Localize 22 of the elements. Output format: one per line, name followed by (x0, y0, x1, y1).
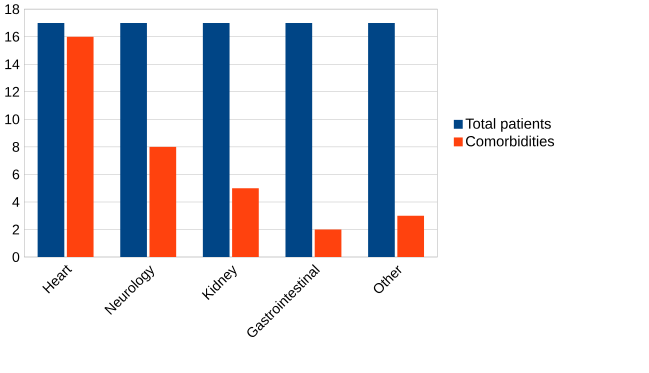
y-tick-label: 6 (12, 169, 20, 180)
y-tick-label: 18 (5, 4, 20, 14)
y-tick-label: 14 (5, 59, 20, 69)
bar (66, 36, 94, 257)
bar (149, 146, 176, 257)
bar (314, 229, 342, 257)
bar (397, 216, 424, 257)
legend-label: Total patients (466, 118, 551, 132)
y-tick-label: 0 (12, 252, 20, 262)
bar (368, 22, 395, 257)
y-tick-label: 2 (12, 224, 20, 234)
y-tick-label: 4 (12, 196, 20, 207)
y-tick-label: 8 (12, 142, 20, 152)
y-tick-label: 10 (5, 114, 20, 124)
legend-label: Comorbidities (466, 135, 554, 146)
bar (285, 22, 312, 257)
bar (232, 188, 259, 257)
bar (38, 22, 64, 257)
bar (202, 22, 230, 257)
y-tick-label: 12 (5, 86, 20, 97)
y-tick-label: 16 (5, 32, 20, 42)
bar (120, 22, 147, 257)
